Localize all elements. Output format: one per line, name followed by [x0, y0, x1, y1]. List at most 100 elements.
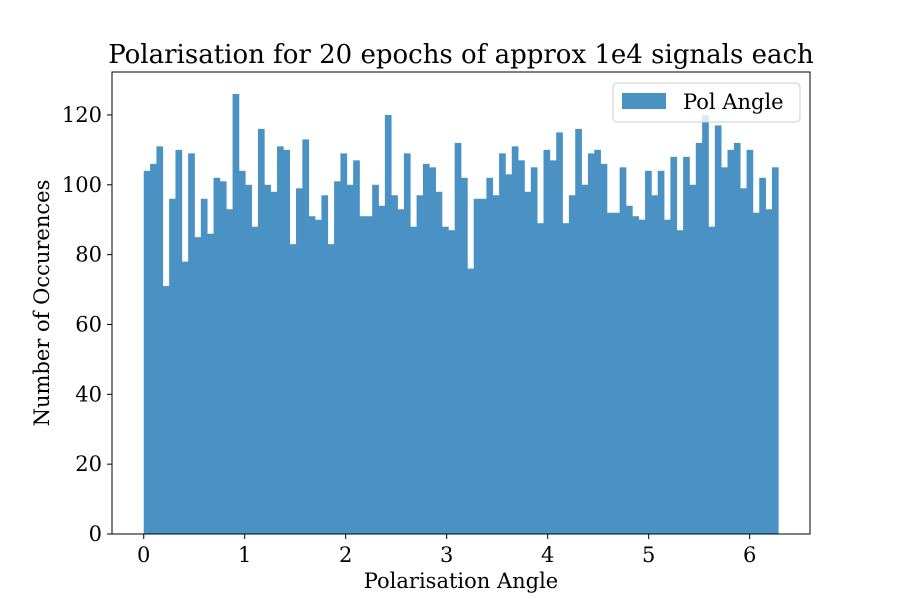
histogram-bar — [169, 198, 176, 534]
histogram-bar — [194, 237, 202, 535]
histogram-bar — [397, 209, 405, 535]
histogram-bar — [568, 195, 576, 534]
histogram-bar — [733, 142, 741, 534]
histogram-bar — [422, 163, 430, 534]
histogram-bar — [632, 216, 640, 534]
histogram-bar — [353, 160, 360, 534]
histogram-bar — [556, 132, 563, 534]
legend-swatch — [622, 93, 666, 109]
histogram-bar — [448, 230, 456, 534]
histogram-bar — [689, 184, 697, 535]
histogram-bar — [530, 167, 538, 534]
histogram-bar — [625, 205, 633, 534]
histogram-bar — [156, 146, 164, 534]
legend-label: Pol Angle — [683, 90, 784, 114]
histogram-bar — [365, 216, 373, 534]
histogram-bar — [670, 156, 678, 535]
histogram-bar — [296, 188, 303, 535]
histogram-bar — [359, 216, 367, 534]
histogram-bar — [708, 226, 716, 534]
histogram-bar — [594, 149, 601, 534]
histogram-bar — [441, 226, 449, 534]
histogram-bar — [403, 153, 411, 534]
histogram-bar — [537, 223, 544, 534]
histogram-bar — [499, 153, 506, 534]
histogram-bar — [378, 205, 386, 534]
histogram-bar — [276, 146, 284, 534]
histogram-bar — [334, 181, 341, 535]
histogram-bar — [302, 139, 310, 534]
histogram-bar — [251, 226, 259, 534]
histogram-bar — [181, 261, 189, 534]
histogram-bar — [321, 195, 329, 534]
histogram-bar — [226, 209, 233, 535]
histogram-bar — [270, 191, 278, 534]
histogram-bar — [759, 177, 766, 534]
histogram-bar — [257, 128, 265, 535]
y-axis-ticks: 0 20 40 60 80 100 120 — [62, 103, 112, 546]
x-tick-label: 6 — [743, 543, 756, 567]
histogram-bar — [543, 149, 551, 534]
histogram-bar — [264, 184, 271, 535]
histogram-bar — [454, 142, 462, 534]
histogram-bar — [562, 223, 570, 534]
bars-group — [143, 94, 779, 535]
x-tick-label: 2 — [339, 543, 352, 567]
legend-box — [612, 82, 801, 123]
histogram-bar — [473, 198, 481, 534]
histogram-bar — [461, 177, 468, 534]
y-axis-label: Number of Occurences — [30, 180, 54, 427]
chart-title: Polarisation for 20 epochs of approx 1e4… — [108, 40, 814, 70]
histogram-bar — [384, 114, 392, 534]
histogram-bar — [188, 153, 195, 534]
histogram-bar — [740, 188, 747, 535]
x-axis-ticks: 0 1 2 3 4 5 6 — [137, 534, 756, 567]
histogram-bar — [492, 195, 500, 534]
histogram-bar — [327, 244, 335, 534]
histogram-bar — [162, 286, 170, 534]
histogram-bar — [505, 174, 513, 534]
histogram-bar — [606, 212, 614, 535]
histogram-bar — [752, 212, 760, 535]
histogram-bar — [549, 160, 557, 534]
y-tick-label: 0 — [89, 522, 102, 546]
histogram-bar — [702, 114, 709, 534]
histogram-bar — [372, 184, 379, 535]
histogram-bar — [346, 184, 354, 535]
histogram-bar — [727, 149, 735, 534]
histogram-bar — [645, 170, 652, 534]
histogram-bar — [219, 181, 227, 535]
histogram-bar — [391, 195, 398, 534]
histogram-bar — [683, 156, 690, 535]
histogram-bar — [581, 184, 589, 535]
histogram-bar — [315, 219, 322, 534]
histogram-bar — [664, 219, 671, 534]
histogram-bar — [765, 209, 773, 535]
histogram-bar — [429, 167, 436, 534]
y-tick-label: 120 — [62, 103, 102, 127]
histogram-bar — [524, 191, 532, 534]
x-tick-label: 4 — [541, 543, 554, 567]
y-tick-label: 20 — [75, 452, 102, 476]
x-tick-label: 1 — [238, 543, 251, 567]
histogram-bar — [467, 268, 475, 534]
histogram-bar — [613, 212, 620, 535]
histogram-bar — [340, 153, 348, 534]
histogram-bar — [651, 195, 659, 534]
histogram-bar — [150, 163, 157, 534]
histogram-bar — [619, 167, 627, 534]
histogram-bar — [714, 125, 722, 535]
histogram-bar — [207, 233, 214, 534]
histogram-bar — [143, 170, 151, 534]
histogram-bar — [600, 163, 608, 534]
histogram-bar — [518, 160, 525, 534]
histogram-bar — [200, 198, 208, 534]
histogram-bar — [638, 219, 646, 534]
histogram-bar — [213, 177, 221, 534]
histogram-bar — [480, 198, 487, 534]
histogram-bar — [695, 142, 703, 534]
histogram-bar — [175, 149, 183, 534]
histogram-bar — [308, 216, 316, 534]
histogram-bar — [657, 170, 665, 534]
